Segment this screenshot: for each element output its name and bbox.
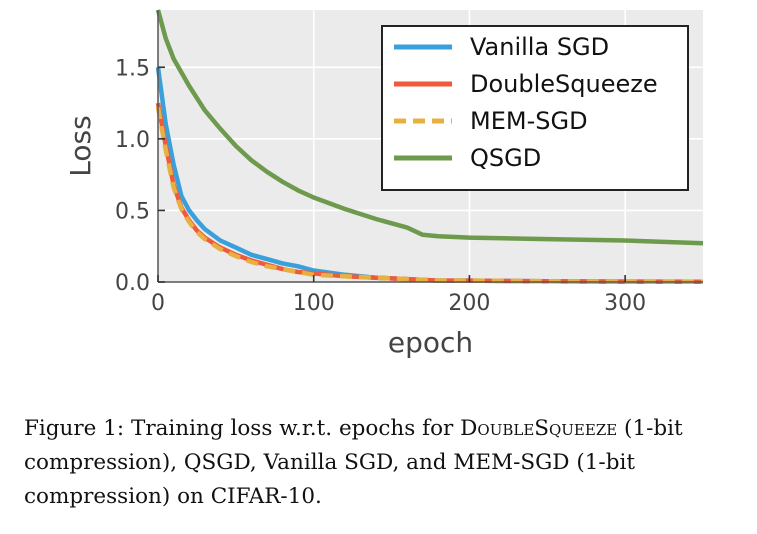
caption-method-name: DoubleSqueeze (460, 416, 618, 441)
legend-label: Vanilla SGD (470, 33, 609, 61)
legend-label: MEM-SGD (470, 107, 588, 135)
y-tick-label: 1.5 (115, 56, 150, 81)
y-axis-label: Loss (64, 115, 97, 176)
series-lines (155, 9, 704, 284)
y-tick-label: 1.0 (115, 128, 150, 153)
axes (157, 10, 703, 283)
x-tick-label: 200 (448, 291, 490, 316)
series-line-qsgd (155, 9, 704, 246)
legend: Vanilla SGD DoubleSqueeze MEM-SGD QSGD (381, 25, 689, 191)
loss-chart: 0 100 200 300 0.0 0.5 1.0 1.5 epoch Loss Vanill… (64, 9, 704, 359)
tick-labels: 0 100 200 300 0.0 0.5 1.0 1.5 (115, 56, 646, 316)
x-axis-label: epoch (388, 326, 473, 359)
x-tick-label: 0 (151, 291, 165, 316)
x-tick-label: 300 (604, 291, 646, 316)
y-tick-label: 0.5 (115, 199, 150, 224)
y-tick-label: 0.0 (115, 271, 150, 296)
x-tick-label: 100 (293, 291, 335, 316)
series-line-mem-sgd (155, 106, 704, 284)
caption-suffix: (1-bit compression), QSGD, Vanilla SGD, … (24, 416, 683, 509)
figure-caption: Figure 1: Training loss w.r.t. epochs fo… (24, 412, 749, 514)
legend-box (381, 25, 689, 191)
caption-prefix: Figure 1: Training loss w.r.t. epochs fo… (24, 416, 461, 441)
legend-label: QSGD (470, 144, 541, 172)
legend-label: DoubleSqueeze (470, 70, 658, 98)
